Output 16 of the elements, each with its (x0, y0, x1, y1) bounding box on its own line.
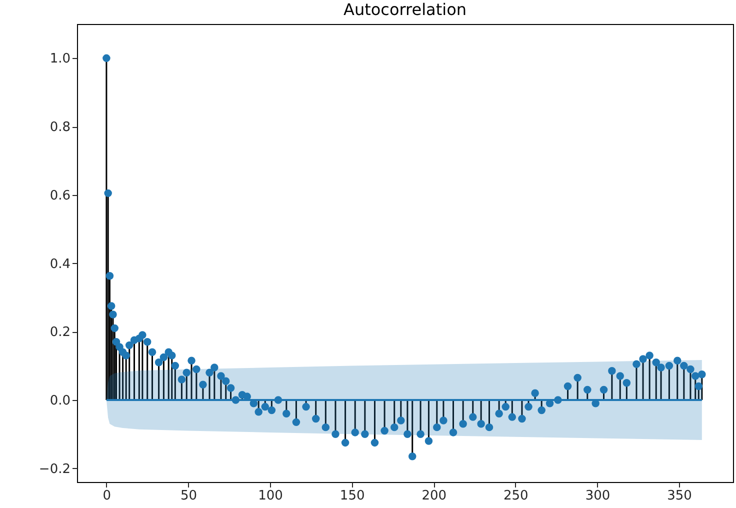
x-tick-label: 0 (102, 488, 112, 504)
x-tick-label: 350 (667, 488, 692, 504)
x-tick-label: 250 (504, 488, 528, 504)
y-tick-label: 0.4 (50, 256, 70, 272)
y-tick-label: 1.0 (50, 52, 70, 67)
y-tick-label: −0.2 (38, 462, 70, 477)
x-tick-label: 300 (585, 488, 610, 504)
y-tick-label: 0.2 (50, 325, 70, 340)
y-tick-label: 0.0 (50, 393, 70, 408)
chart-title: Autocorrelation (344, 0, 466, 19)
x-tick-label: 100 (258, 488, 283, 504)
x-tick-label: 50 (180, 488, 198, 504)
y-tick-label: 0.8 (50, 120, 70, 136)
x-tick-label: 150 (340, 488, 365, 504)
y-tick-label: 0.6 (50, 188, 70, 204)
x-tick-label: 200 (422, 488, 447, 504)
